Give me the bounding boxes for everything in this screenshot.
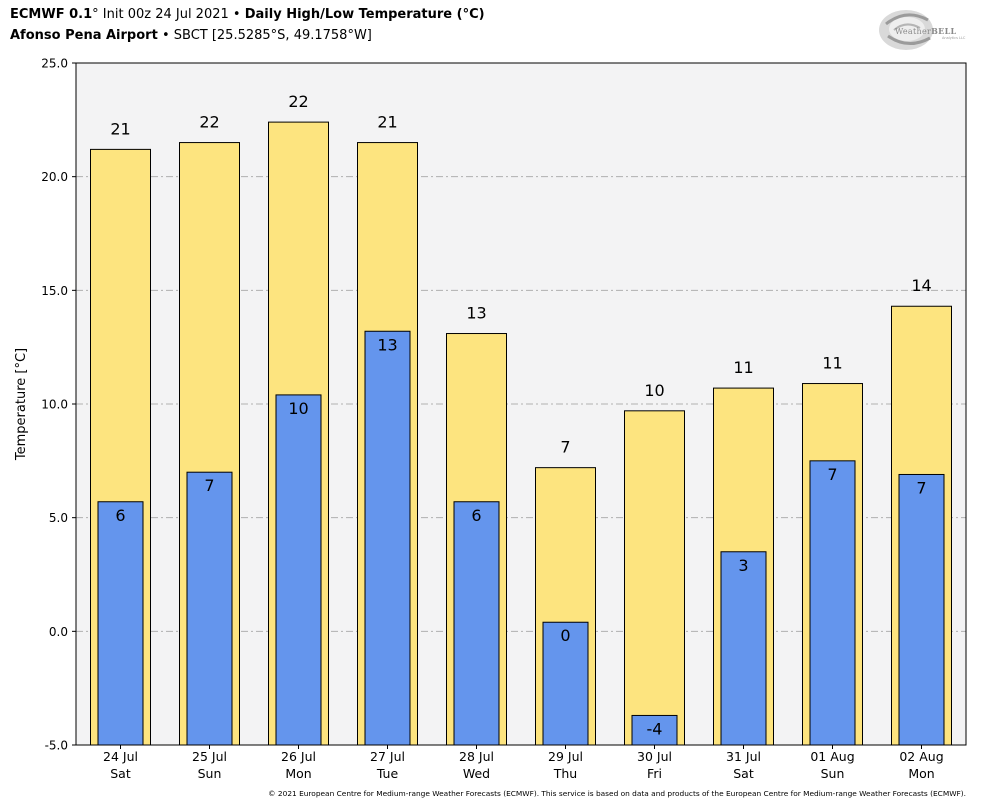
- high-temp-label: 22: [288, 92, 308, 111]
- low-temp-label: 7: [204, 476, 214, 495]
- y-axis-label: Temperature [°C]: [14, 348, 29, 461]
- high-temp-label: 13: [466, 304, 486, 323]
- x-tick-date: 25 Jul: [192, 749, 227, 764]
- y-tick-label: 15.0: [41, 284, 68, 298]
- low-temp-label: 7: [827, 465, 837, 484]
- plot-frame: [75, 62, 967, 746]
- low-temp-bar: [453, 501, 500, 746]
- init-time: Init 00z 24 Jul 2021: [102, 7, 229, 22]
- x-tick-day: Wed: [463, 766, 490, 781]
- x-tick-date: 28 Jul: [459, 749, 494, 764]
- low-temp-label: 13: [377, 335, 397, 354]
- low-temp-bar: [186, 471, 233, 746]
- logo-swirl-icon: [879, 10, 933, 50]
- high-temp-label: 14: [911, 276, 931, 295]
- logo-subtext: Analytics LLC: [942, 36, 966, 40]
- low-temp-label: 7: [916, 478, 926, 497]
- low-temp-bar: [97, 501, 144, 746]
- x-tick-day: Tue: [376, 766, 399, 781]
- high-temp-label: 11: [733, 358, 753, 377]
- high-temp-label: 22: [199, 113, 219, 132]
- low-temp-bar: [898, 473, 945, 746]
- y-tick-label: 0.0: [49, 625, 68, 639]
- high-temp-label: 21: [110, 119, 130, 138]
- y-tick-label: 10.0: [41, 398, 68, 412]
- high-temp-label: 11: [822, 354, 842, 373]
- x-tick-date: 27 Jul: [370, 749, 405, 764]
- x-tick-day: Thu: [553, 766, 577, 781]
- low-temp-bar: [631, 714, 678, 746]
- degree-symbol: °: [92, 7, 99, 22]
- x-tick-date: 02 Aug: [899, 749, 943, 764]
- logo-text: WeatherBELL: [895, 26, 956, 36]
- x-tick-day: Sun: [821, 766, 845, 781]
- x-tick-date: 24 Jul: [103, 749, 138, 764]
- product-name: Daily High/Low Temperature (°C): [244, 7, 485, 22]
- copyright-footer: © 2021 European Centre for Medium-range …: [268, 789, 966, 798]
- y-tick-label: 25.0: [41, 57, 68, 71]
- station-info: SBCT [25.5285°S, 49.1758°W]: [173, 28, 372, 43]
- chart-title-line-1: ECMWF 0.1° Init 00z 24 Jul 2021 • Daily …: [10, 7, 485, 22]
- low-temp-label: 0: [560, 626, 570, 645]
- low-temp-label: -4: [647, 719, 663, 738]
- low-temp-label: 6: [115, 506, 125, 525]
- x-tick-day: Sat: [110, 766, 131, 781]
- y-tick-label: -5.0: [45, 739, 68, 753]
- low-temp-label: 6: [471, 506, 481, 525]
- y-tick-label: 20.0: [41, 170, 68, 184]
- x-tick-day: Mon: [285, 766, 311, 781]
- low-temp-bar: [364, 330, 411, 746]
- low-temp-bar: [809, 460, 856, 746]
- y-tick-label: 5.0: [49, 511, 68, 525]
- high-temp-label: 21: [377, 113, 397, 132]
- bullet: •: [161, 28, 170, 43]
- high-temp-bar: [624, 410, 685, 746]
- x-tick-day: Mon: [908, 766, 934, 781]
- chart-title-line-2: Afonso Pena Airport • SBCT [25.5285°S, 4…: [10, 28, 372, 43]
- x-tick-day: Fri: [647, 766, 662, 781]
- low-temp-bar: [542, 621, 589, 746]
- high-temp-label: 10: [644, 381, 664, 400]
- x-tick-date: 29 Jul: [548, 749, 583, 764]
- high-temp-label: 7: [560, 438, 570, 457]
- x-tick-date: 31 Jul: [726, 749, 761, 764]
- logo-text-prefix: Weather: [895, 27, 932, 36]
- model-name: ECMWF 0.1: [10, 7, 93, 22]
- station-name: Afonso Pena Airport: [10, 28, 158, 43]
- bullet: •: [232, 7, 241, 22]
- logo-text-suffix: BELL: [931, 26, 957, 36]
- low-temp-label: 3: [738, 556, 748, 575]
- weatherbell-logo: WeatherBELL Analytics LLC: [876, 6, 970, 56]
- x-tick-date: 26 Jul: [281, 749, 316, 764]
- x-tick-date: 30 Jul: [637, 749, 672, 764]
- low-temp-label: 10: [288, 399, 308, 418]
- low-temp-bar: [275, 394, 322, 746]
- x-tick-day: Sat: [733, 766, 754, 781]
- x-tick-day: Sun: [198, 766, 222, 781]
- x-tick-date: 01 Aug: [810, 749, 854, 764]
- low-temp-bar: [720, 551, 767, 746]
